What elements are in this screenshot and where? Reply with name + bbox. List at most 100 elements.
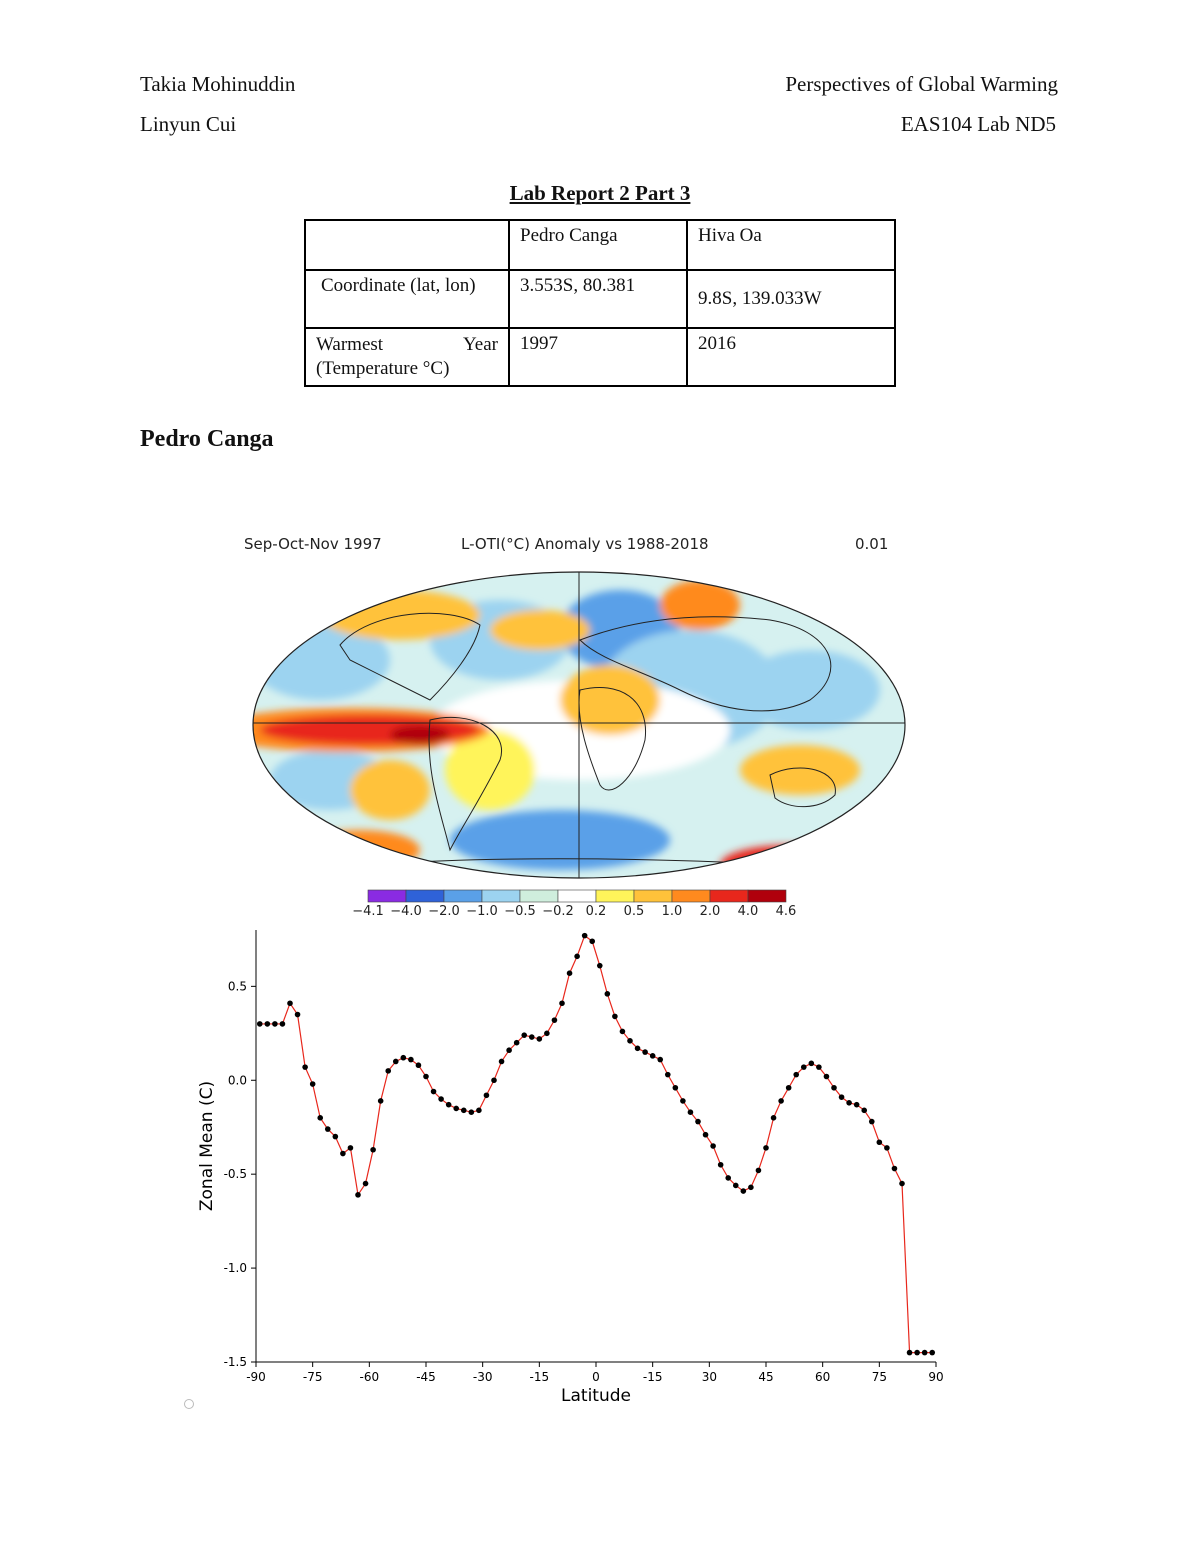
- data-point: [687, 1109, 694, 1115]
- x-tick-label: 0: [592, 1370, 600, 1384]
- data-point: [634, 1045, 641, 1052]
- legend-swatch: [709, 889, 749, 903]
- data-point: [642, 1049, 648, 1055]
- x-tick-label: -15: [643, 1370, 663, 1384]
- data-point: [861, 1107, 868, 1114]
- author-1: Takia Mohinuddin: [140, 72, 296, 96]
- table-row-coordinate-label: Coordinate (lat, lon): [304, 269, 510, 329]
- legend-swatch: [481, 889, 521, 903]
- data-point: [408, 1056, 414, 1063]
- data-point: [763, 1145, 769, 1151]
- legend-label: 4.6: [776, 904, 797, 919]
- data-point: [899, 1180, 905, 1187]
- warmest-label-word: Warmest: [316, 334, 384, 355]
- y-tick-label: 0.5: [228, 979, 247, 993]
- data-point: [256, 1021, 263, 1027]
- year-label-word: Year: [462, 334, 498, 355]
- legend-label: 0.2: [586, 904, 607, 919]
- data-point: [362, 1180, 369, 1187]
- data-point: [302, 1064, 308, 1070]
- data-point: [438, 1096, 444, 1102]
- map-global-value: 0.01: [855, 535, 889, 553]
- legend-label: −0.2: [542, 904, 574, 919]
- data-point: [355, 1192, 361, 1198]
- data-point: [838, 1094, 845, 1100]
- data-point: [808, 1060, 815, 1067]
- data-point: [627, 1038, 633, 1044]
- x-tick-label: -60: [360, 1370, 380, 1384]
- author-2: Linyun Cui: [140, 112, 237, 136]
- data-point: [377, 1098, 384, 1104]
- data-point: [921, 1349, 928, 1356]
- legend-label: 0.5: [624, 904, 645, 919]
- data-point: [392, 1058, 399, 1065]
- zonal-mean-line: [259, 934, 933, 1354]
- data-point: [279, 1021, 286, 1027]
- data-point: [453, 1105, 460, 1112]
- map-season: Sep-Oct-Nov 1997: [244, 535, 382, 553]
- y-tick-label: -0.5: [224, 1167, 247, 1181]
- table-header-pedro-canga: Pedro Canga: [508, 219, 688, 271]
- data-point: [649, 1053, 656, 1059]
- data-point: [664, 1071, 671, 1078]
- data-point: [506, 1047, 512, 1054]
- data-point: [604, 991, 611, 997]
- x-tick-label: -15: [530, 1370, 550, 1384]
- data-point: [929, 1349, 936, 1356]
- data-point: [785, 1084, 792, 1091]
- data-point: [483, 1092, 490, 1099]
- legend-swatch: [595, 889, 635, 903]
- data-point: [906, 1349, 913, 1356]
- x-tick-label: 90: [928, 1370, 943, 1384]
- x-tick-label: 60: [815, 1370, 830, 1384]
- data-point: [294, 1011, 301, 1018]
- legend-label: −1.0: [466, 904, 498, 919]
- legend-swatch: [557, 889, 597, 903]
- legend-label: 1.0: [662, 904, 683, 919]
- data-point: [596, 962, 603, 969]
- zonal-mean-chart: -90 -75 -60 -45 -30 -15 0 -15 30 45 60 75 90 0.5 0.0 -0…: [197, 930, 944, 1406]
- data-point: [521, 1032, 528, 1038]
- coordinate-label-text: Coordinate (lat, lon): [321, 275, 476, 296]
- data-point: [430, 1088, 437, 1095]
- data-point: [748, 1184, 754, 1191]
- report-title: Lab Report 2 Part 3: [509, 181, 691, 205]
- data-point: [831, 1084, 837, 1091]
- data-point: [309, 1081, 316, 1087]
- data-point: [755, 1167, 762, 1174]
- legend-swatch: [405, 889, 445, 903]
- data-point: [370, 1146, 376, 1153]
- data-point: [725, 1175, 732, 1181]
- data-point: [853, 1101, 860, 1108]
- data-point: [528, 1034, 535, 1040]
- data-point: [324, 1126, 331, 1132]
- data-point: [264, 1021, 271, 1027]
- data-point: [914, 1349, 920, 1356]
- data-point: [740, 1188, 747, 1194]
- table-header-hiva-oa: Hiva Oa: [686, 219, 896, 271]
- x-tick-label: -75: [303, 1370, 323, 1384]
- data-point: [476, 1107, 482, 1114]
- temperature-label: (Temperature °C): [316, 358, 450, 379]
- data-point: [868, 1118, 875, 1125]
- legend-swatch: [633, 889, 673, 903]
- table-cell-pedro-year: 1997: [508, 327, 688, 387]
- x-tick-label: 30: [702, 1370, 717, 1384]
- data-point: [272, 1021, 278, 1027]
- table-cell-hiva-coordinate: 9.8S, 139.033W: [686, 269, 896, 329]
- data-point: [498, 1058, 505, 1065]
- legend-label: −0.5: [504, 904, 536, 919]
- data-point: [491, 1077, 497, 1084]
- data-point: [347, 1145, 354, 1151]
- x-axis-label: Latitude: [561, 1386, 631, 1406]
- x-tick-label: -90: [246, 1370, 266, 1384]
- data-point: [657, 1056, 664, 1063]
- data-point: [680, 1098, 686, 1104]
- data-point: [884, 1145, 890, 1151]
- data-point: [581, 932, 588, 939]
- data-point: [287, 1000, 293, 1007]
- course-code: EAS104 Lab ND5: [900, 112, 1056, 136]
- data-point: [589, 938, 596, 945]
- data-point: [400, 1054, 407, 1061]
- legend-swatch: [443, 889, 483, 903]
